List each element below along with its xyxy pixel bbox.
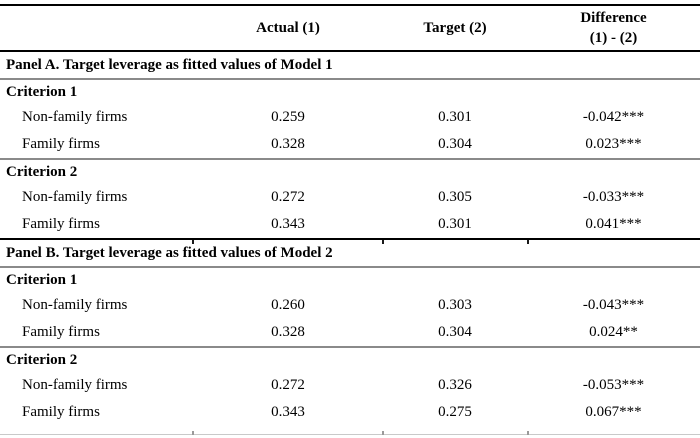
panel-a-heading-row: Panel A. Target leverage as fitted value… <box>0 52 700 78</box>
table-bottom-border <box>0 431 700 435</box>
target-value: 0.301 <box>438 109 472 125</box>
criterion-divider <box>0 346 700 348</box>
row-label: Family firms <box>22 136 100 152</box>
difference-value: 0.067*** <box>585 404 642 420</box>
panel-b-criterion-2-label: Criterion 2 <box>6 351 78 368</box>
column-border-tick <box>382 431 384 435</box>
difference-value: -0.042*** <box>582 109 645 125</box>
table-row: Non-family firms 0.272 0.326 -0.053*** <box>0 372 700 399</box>
panel-b-criterion-1-row: Criterion 1 <box>0 268 700 292</box>
actual-value: 0.272 <box>271 189 305 205</box>
column-header-target: Target (2) <box>423 19 487 36</box>
target-value: 0.301 <box>438 216 472 232</box>
row-label: Family firms <box>22 404 100 420</box>
target-value: 0.303 <box>438 297 472 313</box>
column-header-difference-line1: Difference <box>580 10 647 26</box>
difference-value: 0.041*** <box>585 216 642 232</box>
panel-a-criterion-1-label: Criterion 1 <box>6 83 78 100</box>
difference-value: 0.023*** <box>585 136 642 152</box>
actual-value: 0.343 <box>271 404 305 420</box>
difference-value: -0.043*** <box>582 297 645 313</box>
panel-b-divider <box>0 266 700 268</box>
panel-a-criterion-2-label: Criterion 2 <box>6 163 78 180</box>
target-value: 0.304 <box>438 136 472 152</box>
panel-b-top-border <box>0 238 700 244</box>
table-top-border <box>0 4 700 6</box>
difference-value: -0.033*** <box>582 189 645 205</box>
target-value: 0.275 <box>438 404 472 420</box>
row-label: Non-family firms <box>22 297 128 313</box>
row-label: Non-family firms <box>22 189 128 205</box>
column-border-tick <box>192 240 194 244</box>
column-header-actual: Actual (1) <box>256 19 320 36</box>
table-row: Non-family firms 0.272 0.305 -0.033*** <box>0 184 700 211</box>
column-border-tick <box>527 240 529 244</box>
row-label: Non-family firms <box>22 377 128 393</box>
column-header-difference-line2: (1) - (2) <box>589 30 638 46</box>
target-value: 0.305 <box>438 189 472 205</box>
target-value: 0.326 <box>438 377 472 393</box>
column-border-tick <box>527 431 529 435</box>
panel-b-criterion-1-label: Criterion 1 <box>6 271 78 288</box>
panel-b-heading-row: Panel B. Target leverage as fitted value… <box>0 240 700 266</box>
actual-value: 0.328 <box>271 136 305 152</box>
panel-a-divider <box>0 78 700 80</box>
column-header-row: Actual (1) Target (2) Difference (1) - (… <box>0 6 700 50</box>
panel-b-title: Panel B. Target leverage as fitted value… <box>6 244 333 261</box>
difference-value: -0.053*** <box>582 377 645 393</box>
criterion-divider <box>0 158 700 160</box>
column-border-tick <box>382 240 384 244</box>
column-header-difference: Difference (1) - (2) <box>527 8 700 48</box>
column-border-tick <box>192 431 194 435</box>
target-value: 0.304 <box>438 324 472 340</box>
actual-value: 0.260 <box>271 297 305 313</box>
row-label: Family firms <box>22 216 100 232</box>
panel-a-criterion-1-row: Criterion 1 <box>0 80 700 104</box>
actual-value: 0.259 <box>271 109 305 125</box>
actual-value: 0.272 <box>271 377 305 393</box>
table-row: Non-family firms 0.260 0.303 -0.043*** <box>0 292 700 319</box>
panel-b-criterion-2-row: Criterion 2 <box>0 348 700 372</box>
table-row: Family firms 0.328 0.304 0.023*** <box>0 131 700 158</box>
panel-a-title: Panel A. Target leverage as fitted value… <box>6 56 333 73</box>
table-row: Non-family firms 0.259 0.301 -0.042*** <box>0 104 700 131</box>
header-bottom-border <box>0 50 700 52</box>
table-row: Family firms 0.343 0.275 0.067*** <box>0 399 700 426</box>
table-row: Family firms 0.343 0.301 0.041*** <box>0 211 700 238</box>
row-label: Family firms <box>22 324 100 340</box>
actual-value: 0.343 <box>271 216 305 232</box>
panel-a-criterion-2-row: Criterion 2 <box>0 160 700 184</box>
actual-value: 0.328 <box>271 324 305 340</box>
row-label: Non-family firms <box>22 109 128 125</box>
difference-value: 0.024** <box>589 324 638 340</box>
table-row: Family firms 0.328 0.304 0.024** <box>0 319 700 346</box>
